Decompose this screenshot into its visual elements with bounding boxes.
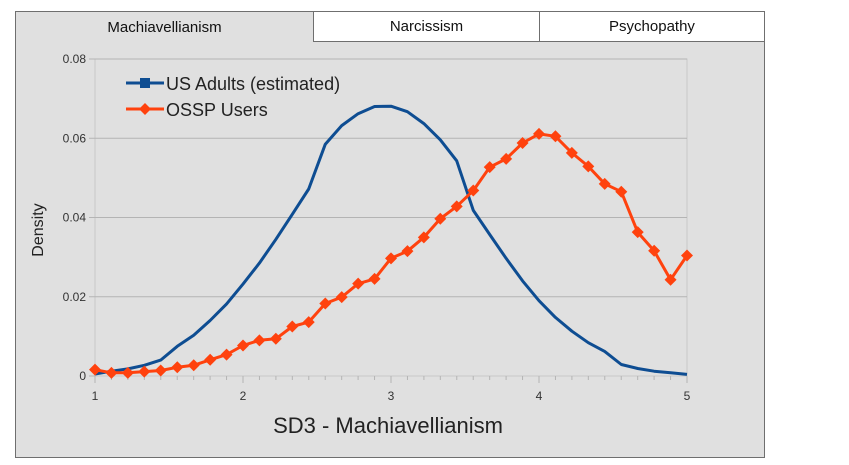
data-point bbox=[500, 152, 513, 165]
data-point bbox=[286, 320, 299, 333]
data-point bbox=[582, 160, 595, 173]
gridlines bbox=[95, 58, 687, 298]
y-tick-label: 0.02 bbox=[63, 290, 87, 304]
y-axis-label: Density bbox=[30, 203, 47, 256]
data-point bbox=[681, 249, 693, 262]
data-point bbox=[565, 146, 578, 159]
x-axis-label: SD3 - Machiavellianism bbox=[273, 413, 503, 438]
data-point bbox=[319, 297, 332, 310]
data-point bbox=[220, 348, 233, 361]
data-point bbox=[417, 231, 430, 244]
data-point bbox=[401, 245, 414, 258]
tab-psychopathy[interactable]: Psychopathy bbox=[540, 12, 764, 42]
tab-bar: Machiavellianism Narcissism Psychopathy bbox=[16, 12, 764, 42]
x-tick-label: 3 bbox=[388, 389, 395, 403]
data-point bbox=[533, 127, 545, 140]
data-point bbox=[631, 226, 644, 239]
data-point bbox=[368, 272, 381, 285]
legend: US Adults (estimated) OSSP Users bbox=[126, 74, 340, 120]
series-line-0 bbox=[94, 104, 688, 376]
data-point bbox=[615, 185, 628, 198]
legend-label-us-adults: US Adults (estimated) bbox=[166, 74, 340, 94]
data-point bbox=[204, 353, 217, 366]
diamond-marker-icon bbox=[139, 103, 151, 115]
x-tick-label: 5 bbox=[684, 389, 691, 403]
data-point bbox=[516, 137, 529, 150]
x-tick-labels: 1 2 3 4 5 bbox=[92, 389, 691, 403]
data-point bbox=[483, 161, 496, 174]
x-tick-label: 1 bbox=[92, 389, 99, 403]
data-point bbox=[352, 277, 365, 290]
data-point bbox=[171, 361, 184, 374]
data-point bbox=[269, 332, 282, 345]
data-point bbox=[237, 339, 249, 352]
chart-panel: Machiavellianism Narcissism Psychopathy … bbox=[15, 11, 765, 458]
y-tick-labels: 0 0.02 0.04 0.06 0.08 bbox=[63, 52, 87, 383]
data-point bbox=[335, 291, 348, 304]
tab-narcissism[interactable]: Narcissism bbox=[314, 12, 540, 42]
data-point bbox=[450, 200, 463, 213]
data-point bbox=[467, 184, 480, 197]
data-point bbox=[549, 130, 562, 143]
y-tick-label: 0.04 bbox=[63, 211, 87, 225]
data-point bbox=[187, 359, 200, 372]
data-point bbox=[385, 252, 397, 265]
data-point bbox=[302, 316, 315, 329]
legend-label-ossp: OSSP Users bbox=[166, 100, 268, 120]
data-point bbox=[138, 365, 151, 378]
data-point bbox=[105, 366, 118, 379]
x-tick-label: 4 bbox=[536, 389, 543, 403]
data-point bbox=[121, 366, 134, 379]
y-tick-label: 0.06 bbox=[63, 131, 87, 145]
density-chart: 0 0.02 0.04 0.06 0.08 1 2 3 4 5 SD3 - Machiavell… bbox=[30, 52, 693, 438]
data-point bbox=[648, 244, 661, 257]
axis-ticks bbox=[89, 58, 688, 383]
data-point bbox=[598, 177, 611, 190]
data-point bbox=[664, 273, 677, 286]
data-point bbox=[154, 364, 167, 377]
series-layer bbox=[89, 104, 693, 379]
square-marker-icon bbox=[140, 78, 150, 88]
y-tick-label: 0 bbox=[79, 369, 86, 383]
tab-machiavellianism[interactable]: Machiavellianism bbox=[16, 12, 314, 42]
data-point bbox=[434, 212, 447, 225]
y-tick-label: 0.08 bbox=[63, 52, 87, 66]
data-point bbox=[89, 363, 101, 376]
x-tick-label: 2 bbox=[240, 389, 247, 403]
